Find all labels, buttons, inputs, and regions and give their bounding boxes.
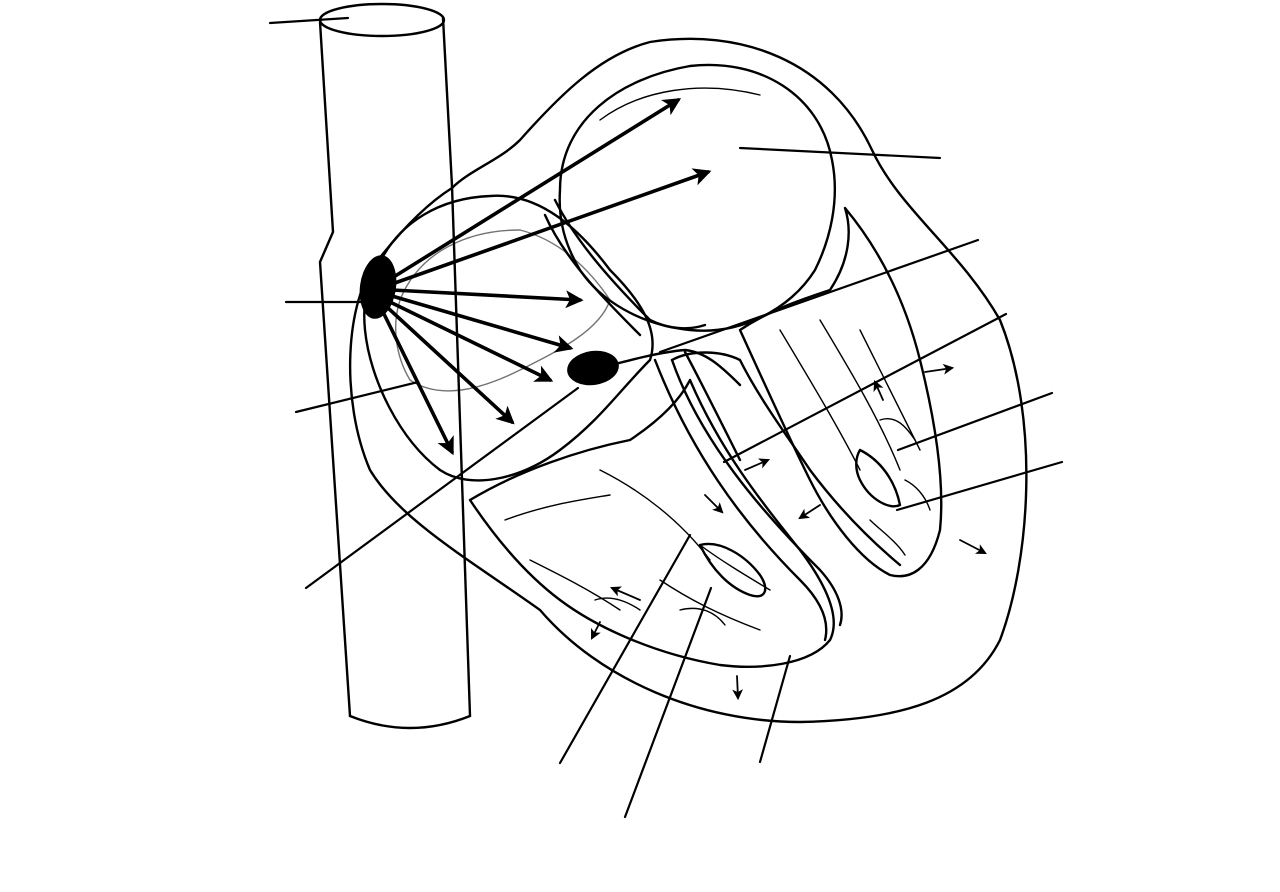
impulse-arrows bbox=[382, 98, 712, 456]
sa-node bbox=[359, 255, 397, 319]
leader-av-bundle bbox=[658, 238, 980, 354]
leader-right-ventricle bbox=[558, 533, 692, 765]
leader-apex bbox=[758, 654, 792, 764]
leader-vena-cava bbox=[268, 16, 350, 25]
leader-purkinje bbox=[895, 460, 1064, 512]
atrial-septum bbox=[543, 198, 707, 337]
ventricular-septum bbox=[653, 351, 902, 642]
leader-av-node bbox=[304, 386, 580, 590]
leader-lines bbox=[268, 16, 1064, 819]
purkinje-fibres bbox=[594, 418, 931, 626]
leader-left-atrium bbox=[738, 146, 942, 160]
right-ventricle bbox=[468, 378, 835, 668]
leader-right-atrium bbox=[294, 380, 420, 414]
spread-arrows bbox=[591, 363, 987, 701]
vena-cava bbox=[318, 2, 472, 730]
av-node bbox=[567, 350, 619, 386]
conduction-system bbox=[359, 255, 742, 462]
left-atrium bbox=[558, 63, 836, 332]
leader-septum-fibres bbox=[623, 586, 713, 819]
leader-left-ventricle bbox=[896, 391, 1054, 452]
heart-outer-wall bbox=[348, 37, 1028, 724]
leader-bundle-branch bbox=[722, 312, 1008, 464]
right-atrium bbox=[363, 194, 654, 482]
